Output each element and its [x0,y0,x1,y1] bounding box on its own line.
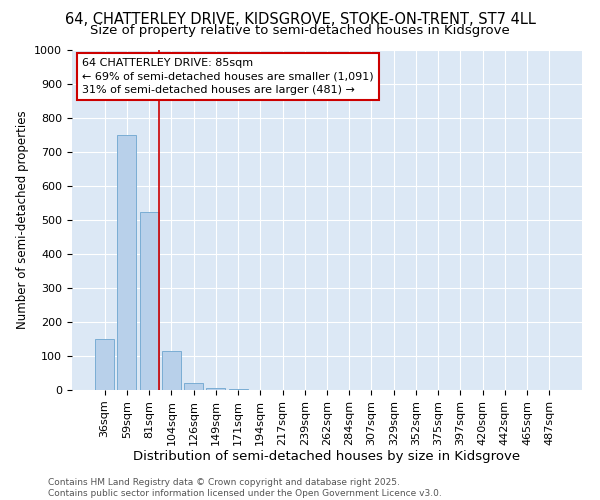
Bar [206,388,225,390]
Bar [118,135,136,390]
Text: 64, CHATTERLEY DRIVE, KIDSGROVE, STOKE-ON-TRENT, ST7 4LL: 64, CHATTERLEY DRIVE, KIDSGROVE, STOKE-O… [65,12,535,28]
Bar [184,382,203,390]
Text: Size of property relative to semi-detached houses in Kidsgrove: Size of property relative to semi-detach… [90,24,510,37]
Bar [229,388,248,390]
X-axis label: Distribution of semi-detached houses by size in Kidsgrove: Distribution of semi-detached houses by … [133,450,521,464]
Y-axis label: Number of semi-detached properties: Number of semi-detached properties [16,110,29,330]
Text: 64 CHATTERLEY DRIVE: 85sqm
← 69% of semi-detached houses are smaller (1,091)
31%: 64 CHATTERLEY DRIVE: 85sqm ← 69% of semi… [82,58,374,95]
Bar [162,351,181,390]
Bar [95,339,114,390]
Text: Contains HM Land Registry data © Crown copyright and database right 2025.
Contai: Contains HM Land Registry data © Crown c… [48,478,442,498]
Bar [140,212,158,390]
